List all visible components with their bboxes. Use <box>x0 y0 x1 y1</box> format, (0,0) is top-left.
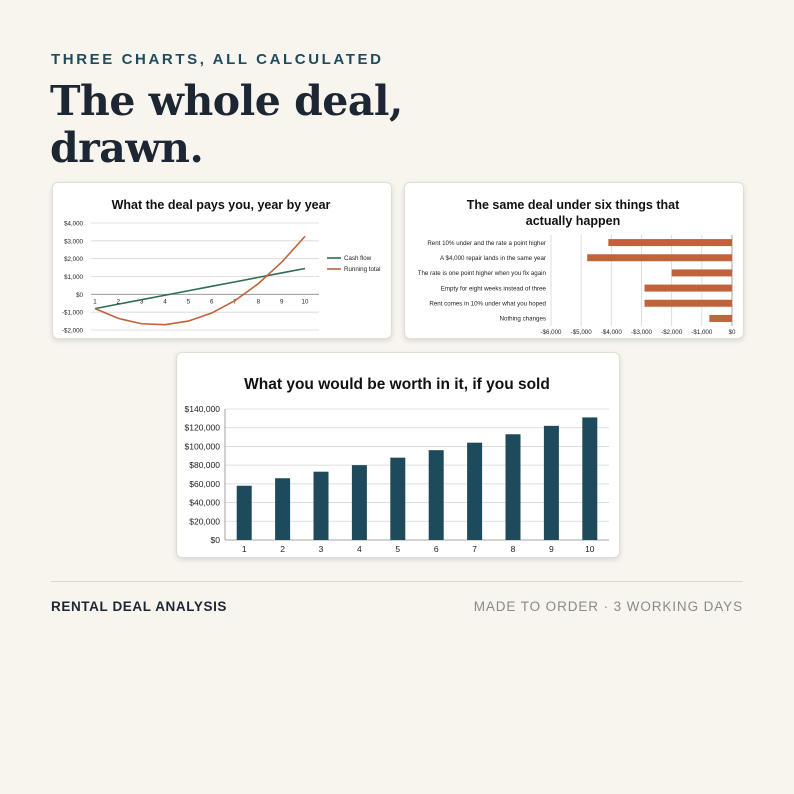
x-tick-label: 1 <box>242 544 247 554</box>
y-tick-label: $40,000 <box>189 498 220 508</box>
scenario-chart-card: The same deal under six things that actua… <box>404 182 744 339</box>
headline-line-1: The whole deal, <box>50 77 403 125</box>
x-tick-label: -$3,000 <box>631 329 653 336</box>
bar <box>709 314 732 322</box>
bar <box>644 299 732 307</box>
x-tick-label: 1 <box>93 298 97 305</box>
bar <box>671 269 732 277</box>
legend-label: Running total <box>344 266 380 273</box>
bar <box>390 457 406 540</box>
kicker: THREE CHARTS, ALL CALCULATED <box>51 51 384 68</box>
y-tick-label: $4,000 <box>64 221 83 228</box>
bar <box>236 485 252 540</box>
x-tick-label: 9 <box>549 544 554 554</box>
x-tick-label: 4 <box>163 298 167 305</box>
x-tick-label: -$5,000 <box>571 329 593 336</box>
x-tick-label: 7 <box>472 544 477 554</box>
x-tick-label: 6 <box>434 544 439 554</box>
category-label: Nothing changes <box>500 316 546 323</box>
footer-right: MADE TO ORDER · 3 WORKING DAYS <box>473 599 743 614</box>
chart-title: What you would be worth in it, if you so… <box>244 376 550 393</box>
x-tick-label: 6 <box>210 298 214 305</box>
x-tick-label: 8 <box>511 544 516 554</box>
series-line-cash-flow <box>94 267 306 310</box>
x-tick-label: 10 <box>302 298 309 305</box>
chart-title: What the deal pays you, year by year <box>112 198 331 212</box>
x-tick-label: 8 <box>257 298 261 305</box>
equity-chart: What you would be worth in it, if you so… <box>185 376 609 554</box>
category-label: The rate is one point higher when you fi… <box>418 270 547 277</box>
y-tick-label: $60,000 <box>189 479 220 489</box>
equity-chart-card: What you would be worth in it, if you so… <box>176 352 620 558</box>
y-tick-label: $100,000 <box>185 441 221 451</box>
chart-title-line-2: actually happen <box>526 214 620 228</box>
footer-left: RENTAL DEAL ANALYSIS <box>51 599 228 614</box>
y-tick-label: $1,000 <box>64 274 83 281</box>
y-tick-label: $2,000 <box>64 256 83 263</box>
category-label: A $4,000 repair lands in the same year <box>440 255 546 262</box>
series-line-running-total <box>94 235 306 326</box>
x-tick-label: 10 <box>585 544 595 554</box>
legend-label: Cash flow <box>344 255 372 262</box>
cash-flow-chart: What the deal pays you, year by year $4,… <box>62 198 380 335</box>
x-tick-label: 3 <box>140 298 144 305</box>
x-tick-label: $0 <box>729 329 736 336</box>
bar <box>644 284 732 292</box>
bar <box>351 465 367 540</box>
y-tick-label: $120,000 <box>185 423 221 433</box>
bar <box>608 239 732 247</box>
bar <box>313 471 329 540</box>
footer-divider <box>51 581 743 582</box>
x-tick-label: -$4,000 <box>601 329 623 336</box>
bar <box>275 478 291 540</box>
x-tick-label: 7 <box>233 298 237 305</box>
y-tick-label: $0 <box>76 292 83 299</box>
bar <box>587 254 732 262</box>
x-tick-label: -$1,000 <box>691 329 713 336</box>
headline: The whole deal, drawn. <box>50 78 403 172</box>
x-tick-label: 9 <box>280 298 284 305</box>
x-tick-label: 2 <box>280 544 285 554</box>
scenario-chart: The same deal under six things that actua… <box>418 198 736 336</box>
bar <box>582 417 598 540</box>
x-tick-label: 5 <box>187 298 191 305</box>
y-tick-label: $80,000 <box>189 460 220 470</box>
x-tick-label: 4 <box>357 544 362 554</box>
category-label: Rent 10% under and the rate a point high… <box>427 240 546 247</box>
category-label: Rent comes in 10% under what you hoped <box>429 300 546 307</box>
y-tick-label: -$2,000 <box>62 328 84 335</box>
cash-flow-chart-card: What the deal pays you, year by year $4,… <box>52 182 392 339</box>
bar <box>505 434 521 540</box>
y-tick-label: $0 <box>211 535 221 545</box>
y-tick-label: $3,000 <box>64 238 83 245</box>
x-tick-label: 5 <box>395 544 400 554</box>
y-tick-label: $20,000 <box>189 516 220 526</box>
bar <box>467 442 483 540</box>
x-tick-label: 2 <box>117 298 121 305</box>
bar <box>543 425 559 540</box>
y-tick-label: $140,000 <box>185 404 221 414</box>
x-tick-label: 3 <box>319 544 324 554</box>
x-tick-label: -$2,000 <box>661 329 683 336</box>
headline-line-2: drawn. <box>50 124 204 172</box>
x-tick-label: -$6,000 <box>541 329 563 336</box>
chart-title-line-1: The same deal under six things that <box>467 198 680 212</box>
y-tick-label: -$1,000 <box>62 310 84 317</box>
category-label: Empty for eight weeks instead of three <box>441 285 547 292</box>
bar <box>428 450 444 540</box>
chart-title: The same deal under six things that actua… <box>467 198 680 228</box>
